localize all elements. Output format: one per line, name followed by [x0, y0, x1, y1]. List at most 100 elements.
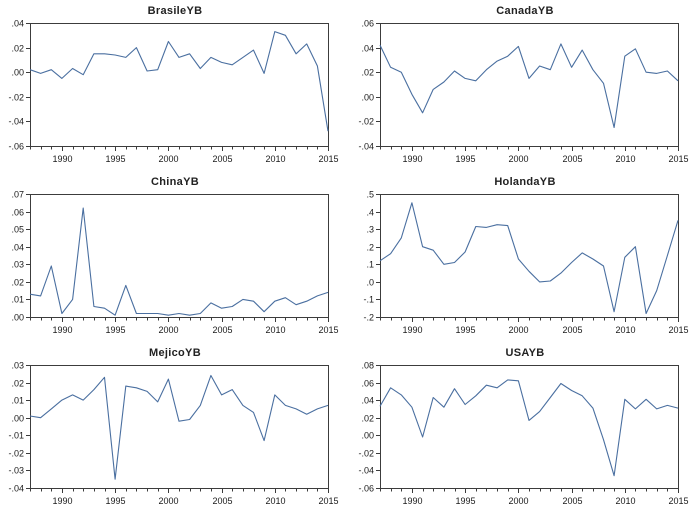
x-axis-tick-label: 2010	[615, 154, 635, 164]
y-axis-tick-label: -.1	[363, 295, 374, 305]
plot-border	[380, 365, 679, 489]
y-axis-tick-label: .0	[366, 278, 374, 288]
y-axis-tick-label: .02	[361, 414, 374, 424]
y-axis-tick-label: .06	[361, 379, 374, 389]
y-axis-tick-label: .5	[366, 190, 374, 200]
chart-title: USAYB	[505, 347, 545, 359]
x-axis-tick-label: 2010	[265, 325, 285, 335]
chart-mejicoyb: MejicoYB .03 .02 .01 .00 -.01 -.02 -.03 -.04 199…	[0, 342, 350, 513]
x-axis-tick-label: 2000	[508, 154, 528, 164]
y-axis-tick-label: -.2	[363, 313, 374, 323]
y-axis-tick-label: .00	[361, 431, 374, 441]
y-axis-tick-label: .02	[11, 44, 24, 54]
series-line	[29, 374, 329, 480]
y-axis-tick-label: .04	[11, 243, 24, 253]
x-axis-tick-label: 1995	[105, 325, 125, 335]
plot-border	[380, 23, 679, 147]
x-axis-tick-label: 1990	[52, 154, 72, 164]
chart-brasileyb: BrasileYB .04 .02 .00 -.02 -.04 -.06 1990 1995 2…	[0, 0, 350, 171]
y-axis-tick-label: .00	[11, 414, 24, 424]
y-axis-tick-label: .07	[11, 190, 24, 200]
y-axis-tick-label: .01	[11, 396, 24, 406]
y-axis-tick-label: -.02	[8, 93, 24, 103]
x-axis-tick-label: 1990	[52, 496, 72, 506]
y-axis-tick-label: .05	[11, 225, 24, 235]
x-axis-tick-label: 1995	[105, 496, 125, 506]
chart-chinayb: ChinaYB .07 .06 .05 .04 .03 .02 .01 .00 1990 1995…	[0, 171, 350, 342]
y-axis-tick-label: .4	[366, 208, 374, 218]
plot-border	[30, 194, 329, 318]
y-axis-tick-label: -.03	[8, 466, 24, 476]
x-axis-tick-label: 1995	[455, 154, 475, 164]
x-axis-tick-label: 2000	[158, 154, 178, 164]
chart-canvas-chinayb: .07 .06 .05 .04 .03 .02 .01 .00 1990 1995 2000 2005…	[11, 190, 338, 335]
y-axis-tick-label: -.02	[8, 449, 24, 459]
y-axis-tick-label: -.01	[8, 431, 24, 441]
y-axis-tick-label: .00	[11, 313, 24, 323]
y-axis-tick-label: -.04	[358, 466, 374, 476]
chart-title: HolandaYB	[494, 176, 556, 188]
y-axis-tick-label: .08	[361, 361, 374, 371]
y-axis-tick-label: .06	[11, 208, 24, 218]
x-axis-tick-label: 2015	[668, 154, 688, 164]
y-axis-tick-label: -.06	[8, 142, 24, 152]
y-axis-tick-label: .04	[361, 396, 374, 406]
x-axis-tick-label: 2005	[212, 154, 232, 164]
x-axis-tick-label: 2005	[212, 496, 232, 506]
plot-border	[30, 23, 329, 147]
y-axis-tick-label: -.04	[8, 484, 24, 494]
plot-border	[380, 194, 679, 318]
series-line	[29, 207, 329, 316]
x-axis-tick-label: 2015	[668, 325, 688, 335]
x-axis-tick-label: 2000	[508, 496, 528, 506]
series-line	[379, 202, 679, 315]
chart-canvas-mejicoyb: .03 .02 .01 .00 -.01 -.02 -.03 -.04 1990 1995 2000…	[8, 361, 338, 506]
chart-canvas-canadayb: .06 .04 .02 .00 -.02 -.04 1990 1995 2000 2005 2010…	[358, 19, 688, 164]
x-axis-tick-label: 1995	[455, 325, 475, 335]
chart-usayb: USAYB .08 .06 .04 .02 .00 -.02 -.04 -.06 1990 199…	[350, 342, 700, 513]
y-axis-tick-label: -.02	[358, 117, 374, 127]
x-axis-tick-label: 2010	[265, 154, 285, 164]
x-axis-tick-label: 1995	[455, 496, 475, 506]
x-axis-tick-label: 2000	[158, 496, 178, 506]
y-axis-tick-label: .00	[11, 68, 24, 78]
x-axis-tick-label: 1990	[402, 496, 422, 506]
x-axis-tick-label: 1990	[402, 154, 422, 164]
x-axis-tick-label: 2015	[318, 325, 338, 335]
y-axis-tick-label: .00	[361, 93, 374, 103]
series-line	[379, 379, 679, 477]
x-axis-tick-label: 1990	[402, 325, 422, 335]
plot-border	[30, 365, 329, 489]
y-axis-tick-label: .02	[361, 68, 374, 78]
chart-title: ChinaYB	[151, 176, 199, 188]
y-axis-tick-label: .03	[11, 361, 24, 371]
chart-canvas-holandayb: .5 .4 .3 .2 .1 .0 -.1 -.2 1990 1995 2000 2005 2010 20…	[363, 190, 688, 335]
y-axis-tick-label: -.06	[358, 484, 374, 494]
x-axis-tick-label: 2005	[562, 154, 582, 164]
x-axis-tick-label: 1995	[105, 154, 125, 164]
y-axis-tick-label: .02	[11, 379, 24, 389]
y-axis-tick-label: .06	[361, 19, 374, 29]
y-axis-tick-label: .02	[11, 278, 24, 288]
x-axis-tick-label: 2005	[562, 496, 582, 506]
y-axis-tick-label: .04	[11, 19, 24, 29]
chart-canvas-usayb: .08 .06 .04 .02 .00 -.02 -.04 -.06 1990 1995 2000 2…	[358, 361, 688, 506]
y-axis-tick-label: .3	[366, 225, 374, 235]
x-axis-tick-label: 2015	[318, 496, 338, 506]
y-axis-tick-label: .04	[361, 44, 374, 54]
y-axis-tick-label: -.04	[8, 117, 24, 127]
chart-title: MejicoYB	[149, 347, 201, 359]
chart-canvas-brasileyb: .04 .02 .00 -.02 -.04 -.06 1990 1995 2000 2005 201…	[8, 19, 338, 164]
y-axis-tick-label: .1	[366, 260, 374, 270]
x-axis-tick-label: 2015	[318, 154, 338, 164]
chart-holandayb: HolandaYB .5 .4 .3 .2 .1 .0 -.1 -.2 1990 1995 2000…	[350, 171, 700, 342]
x-axis-tick-label: 2010	[615, 325, 635, 335]
chart-title: BrasileYB	[147, 5, 203, 17]
x-axis-tick-label: 1990	[52, 325, 72, 335]
x-axis-tick-label: 2000	[158, 325, 178, 335]
y-axis-tick-label: .2	[366, 243, 374, 253]
y-axis-tick-label: -.04	[358, 142, 374, 152]
y-axis-tick-label: .03	[11, 260, 24, 270]
y-axis-tick-label: .01	[11, 295, 24, 305]
